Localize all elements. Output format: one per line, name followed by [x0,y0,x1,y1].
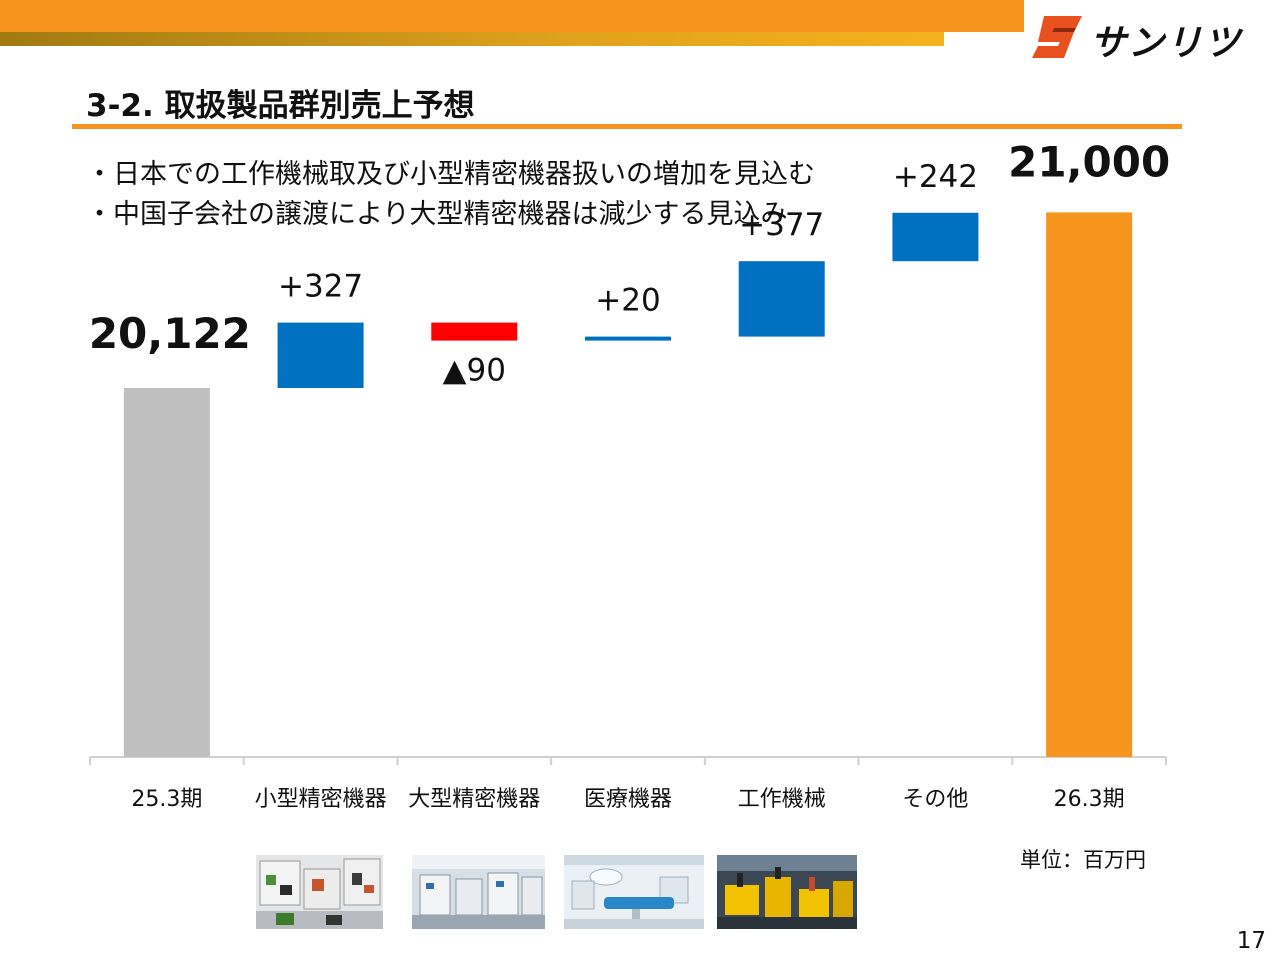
bar-1 [123,388,210,757]
bar-4 [585,336,671,341]
header-accent-bar [0,32,944,46]
large-precision-equipment-photo [412,855,545,929]
page-title: 3-2. 取扱製品群別売上予想 [86,88,475,124]
bar-7 [1046,212,1133,757]
data-label-2: +327 [278,269,363,305]
unit-label: 単位：百万円 [1020,848,1146,872]
data-label-5: +377 [739,207,824,243]
bullet-list: ・日本での工作機械取及び小型精密機器扱いの増加を見込む ・中国子会社の譲渡により… [86,155,815,235]
data-label-6: +242 [893,159,978,195]
data-label-1: 20,122 [89,309,251,358]
bar-3 [431,322,518,341]
category-label-6: その他 [902,787,968,812]
bar-5 [738,261,825,337]
small-precision-equipment-photo [256,855,383,929]
category-label-4: 医療機器 [584,787,672,812]
data-label-3: ▲90 [443,353,506,389]
category-label-7: 26.3期 [1054,787,1125,812]
header-orange-bar [0,0,1024,32]
category-label-2: 小型精密機器 [255,787,387,812]
data-label-4: +20 [595,283,660,319]
bar-6 [892,212,979,262]
logo-text: サンリツ [1090,23,1243,64]
machine-tools-photo [717,855,857,929]
title-underline [72,124,1182,129]
data-label-7: 21,000 [1008,137,1170,186]
category-label-3: 大型精密機器 [408,787,540,812]
category-label-1: 25.3期 [131,787,202,812]
medical-equipment-photo [564,855,704,929]
bullet-item: ・中国子会社の譲渡により大型精密機器は減少する見込み [86,199,788,230]
logo-mark-icon [1032,16,1082,58]
bullet-item: ・日本での工作機械取及び小型精密機器扱いの増加を見込む [86,159,815,190]
bar-2 [277,322,364,388]
category-label-5: 工作機械 [738,787,826,812]
company-logo: サンリツ [1030,8,1270,64]
page-number: 17 [1236,928,1266,954]
